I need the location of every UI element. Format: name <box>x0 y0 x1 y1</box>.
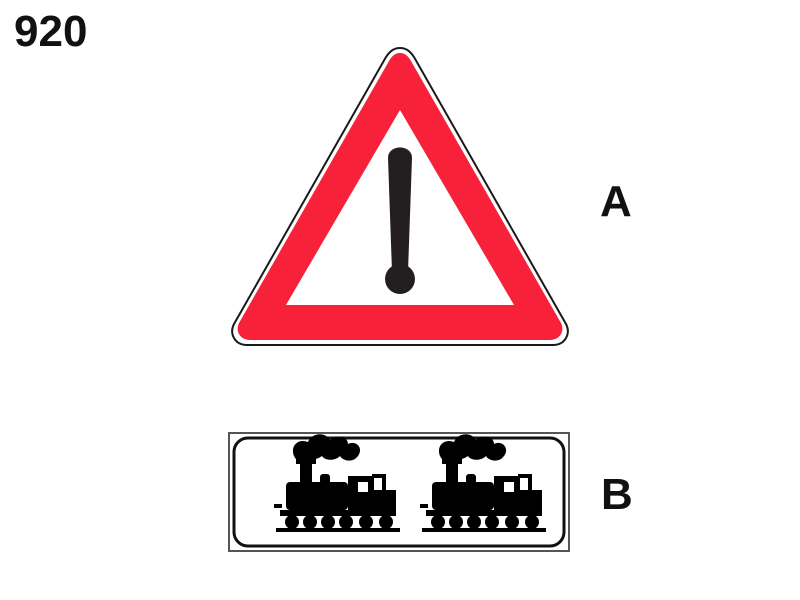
exclamation-mark-icon <box>385 147 415 294</box>
warning-triangle-sign[interactable] <box>228 44 572 350</box>
question-number: 920 <box>14 7 88 56</box>
option-label-a: A <box>600 177 632 226</box>
steam-locomotive-panel-graphic <box>228 432 570 552</box>
steam-locomotive-panel-sign[interactable] <box>228 432 570 552</box>
option-label-b: B <box>601 470 633 519</box>
warning-triangle-graphic <box>231 46 569 346</box>
